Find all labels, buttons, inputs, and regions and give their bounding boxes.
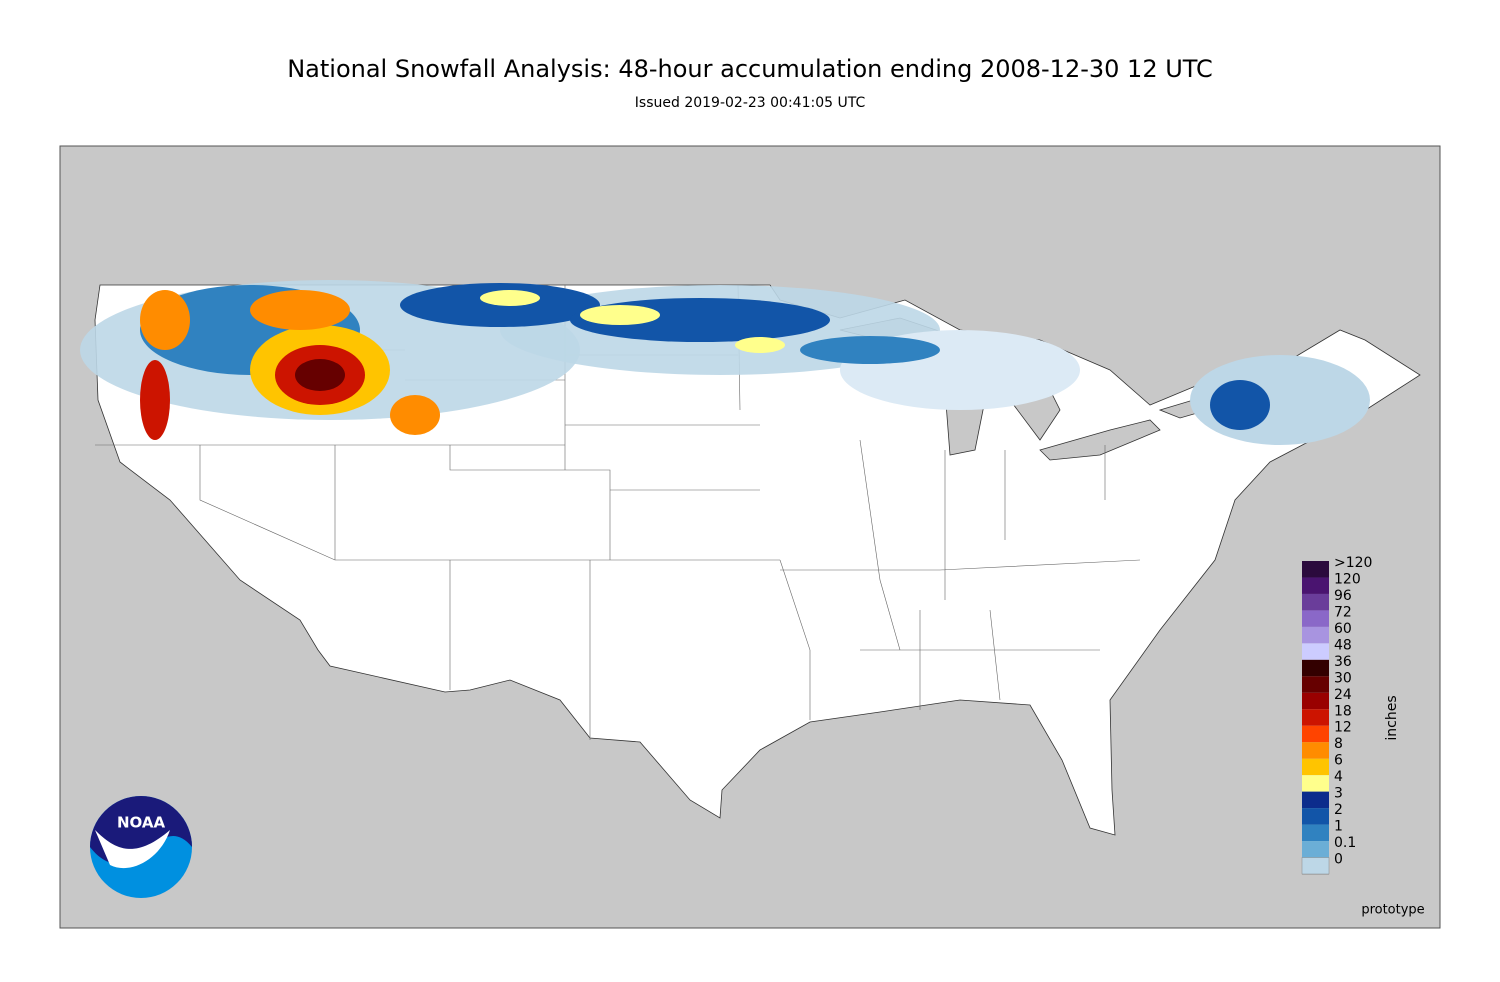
legend-swatch	[1302, 561, 1329, 578]
legend-label: 2	[1334, 802, 1343, 818]
legend-label: 36	[1334, 654, 1352, 670]
legend-swatch	[1302, 659, 1329, 677]
legend-swatch	[1302, 676, 1329, 693]
noaa-logo: NOAA	[90, 796, 192, 898]
legend-swatch	[1302, 824, 1329, 842]
legend-swatch	[1302, 791, 1329, 809]
legend-label: 24	[1334, 687, 1352, 703]
legend-label: 8	[1334, 736, 1343, 752]
legend-swatch	[1302, 725, 1329, 743]
legend-label: 72	[1334, 604, 1352, 620]
snow-areas	[80, 280, 1370, 445]
legend-label: 18	[1334, 703, 1352, 719]
legend-label: 30	[1334, 670, 1352, 686]
legend-swatch	[1302, 593, 1329, 611]
legend-swatch	[1302, 775, 1329, 792]
legend-label: 6	[1334, 753, 1343, 769]
legend-label: 96	[1334, 588, 1352, 604]
legend-label: >120	[1334, 555, 1372, 571]
legend-label: 4	[1334, 769, 1343, 785]
legend-label: 3	[1334, 786, 1343, 802]
legend-swatch	[1302, 643, 1329, 660]
logo-text: NOAA	[117, 814, 166, 832]
legend-label: 0	[1334, 852, 1343, 868]
title: National Snowfall Analysis: 48-hour accu…	[287, 55, 1213, 83]
legend-swatch	[1302, 742, 1329, 759]
legend-bottom	[1302, 874, 1329, 875]
legend-swatch	[1302, 577, 1329, 594]
legend-swatch	[1302, 610, 1329, 627]
legend-label: 48	[1334, 637, 1352, 653]
legend-swatch	[1302, 841, 1329, 858]
legend-label: 12	[1334, 720, 1352, 736]
legend-swatch	[1302, 709, 1329, 726]
subtitle: Issued 2019-02-23 00:41:05 UTC	[635, 95, 866, 111]
legend-label: 60	[1334, 621, 1352, 637]
map: NOAA	[59, 145, 1441, 929]
legend-swatch	[1302, 692, 1329, 710]
legend-label: 0.1	[1334, 835, 1356, 851]
legend-swatch	[1302, 758, 1329, 776]
footnote: prototype	[1361, 903, 1424, 918]
legend-label: 1	[1334, 819, 1343, 835]
legend-swatch	[1302, 808, 1329, 825]
legend-unit: inches	[1384, 695, 1400, 740]
legend-label: 120	[1334, 571, 1361, 587]
legend-swatch	[1301, 857, 1330, 875]
legend-swatch	[1302, 626, 1329, 644]
